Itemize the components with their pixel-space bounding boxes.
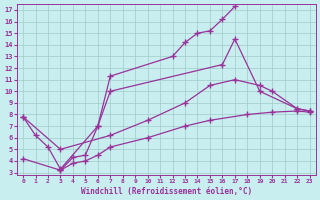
X-axis label: Windchill (Refroidissement éolien,°C): Windchill (Refroidissement éolien,°C) [81,187,252,196]
